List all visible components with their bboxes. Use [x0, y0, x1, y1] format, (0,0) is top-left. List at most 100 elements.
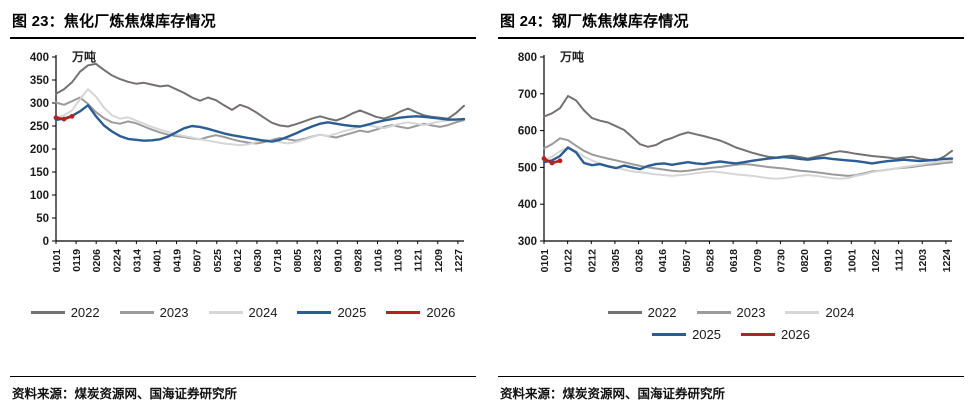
x-tick-label: 0314	[131, 249, 143, 273]
x-tick-label: 1001	[846, 249, 858, 273]
x-tick-label: 0805	[292, 249, 304, 273]
x-tick-label: 1209	[433, 249, 445, 273]
chart-title: 图 24：钢厂炼焦煤库存情况	[498, 8, 964, 39]
source-note: 资料来源：煤炭资源网、国海证券研究所	[498, 376, 964, 404]
legend-item-2025: 2025	[652, 327, 721, 342]
series-2026-marker	[53, 115, 59, 121]
x-tick-label: 0416	[657, 249, 669, 273]
series-2023-line	[55, 96, 465, 145]
legend-label: 2024	[248, 305, 278, 320]
legend-item-2026: 2026	[741, 327, 810, 342]
y-tick-label: 500	[518, 162, 537, 174]
x-tick-label: 0101	[539, 249, 551, 273]
x-tick-label: 0709	[752, 249, 764, 273]
legend-swatch	[696, 311, 731, 314]
legend-swatch	[741, 333, 775, 336]
x-tick-label: 0305	[610, 249, 622, 273]
series-2026-marker	[69, 113, 75, 119]
x-tick-label: 0718	[272, 249, 284, 273]
series-2026-marker	[61, 116, 67, 122]
legend-item-2022: 2022	[607, 305, 677, 320]
y-tick-label: 250	[30, 121, 49, 133]
legend-item-2023: 2023	[696, 305, 766, 320]
legend-swatch	[208, 311, 243, 314]
x-tick-label: 0730	[775, 249, 787, 273]
x-tick-label: 1022	[870, 249, 882, 273]
x-tick-label: 0101	[51, 249, 63, 273]
chart-panel-coking-plant: 图 23：焦化厂炼焦煤库存情况 0 50 100 150 200 250 300 350 400…	[10, 8, 476, 404]
legend-label: 2022	[647, 305, 677, 320]
unit-label: 万吨	[559, 49, 584, 64]
y-tick-label: 0	[43, 236, 49, 248]
x-tick-label: 1112	[894, 249, 906, 271]
series-2022-line	[55, 62, 465, 128]
legend-swatch	[785, 311, 820, 314]
legend-swatch	[297, 311, 332, 314]
legend-label: 2026	[781, 327, 810, 342]
legend-swatch	[30, 311, 65, 314]
y-tick-label: 300	[30, 98, 49, 110]
legend: 2022 2023 2024 2025 2026	[581, 305, 881, 342]
x-tick-label: 0910	[823, 249, 835, 273]
x-tick-label: 1121	[413, 249, 425, 272]
y-tick-label: 700	[518, 89, 537, 101]
x-tick-label: 0507	[192, 249, 204, 273]
x-tick-label: 0618	[728, 249, 740, 273]
y-tick-label: 350	[30, 75, 49, 87]
x-tick-label: 1203	[917, 249, 929, 273]
legend-item-2023: 2023	[119, 305, 189, 320]
x-tick-label: 0122	[563, 249, 575, 273]
legend-swatch	[652, 333, 687, 336]
x-tick-label: 0507	[681, 249, 693, 273]
x-tick-label: 1016	[373, 249, 385, 273]
line-chart-steel-plant: 300 400 500 600 700 800 万吨 0101 0122 0212 0305 0326…	[518, 49, 954, 273]
y-tick-label: 100	[30, 190, 49, 202]
legend-item-2025: 2025	[297, 305, 366, 320]
x-tick-label: 0525	[212, 249, 224, 273]
unit-label: 万吨	[71, 49, 96, 64]
legend-item-2022: 2022	[30, 305, 100, 320]
x-tick-label: 0823	[312, 249, 324, 273]
legend-item-2024: 2024	[785, 305, 854, 320]
y-tick-label: 600	[518, 126, 537, 138]
series-2025-line	[542, 146, 954, 171]
x-tick-label: 0326	[634, 249, 646, 273]
y-tick-label: 800	[518, 52, 537, 64]
legend-label: 2022	[70, 305, 100, 320]
legend-label: 2024	[825, 305, 855, 320]
legend-label: 2023	[159, 305, 189, 320]
legend-swatch	[119, 311, 154, 314]
chart-title: 图 23：焦化厂炼焦煤库存情况	[10, 8, 476, 39]
legend-label: 2026	[426, 305, 456, 320]
x-tick-label: 0528	[704, 249, 716, 273]
x-tick-label: 0928	[352, 249, 364, 273]
legend: 2022 2023 2024 2025 2026	[10, 305, 476, 320]
y-tick-label: 200	[30, 144, 49, 156]
series-2022-line	[543, 95, 953, 162]
x-tick-label: 1224	[941, 249, 953, 273]
chart-panel-steel-plant: 图 24：钢厂炼焦煤库存情况 300 400 500 600 700 800 万吨 0101 0…	[498, 8, 964, 404]
x-tick-label: 0419	[172, 249, 184, 273]
x-tick-label: 1103	[393, 249, 405, 272]
x-tick-label: 0612	[232, 249, 244, 273]
line-chart-coking-plant: 0 50 100 150 200 250 300 350 400 万吨 0101 0119 0206 02…	[30, 49, 466, 273]
x-tick-label: 0401	[151, 249, 163, 273]
y-tick-label: 400	[30, 52, 49, 64]
x-tick-label: 0910	[332, 249, 344, 273]
series-2026-marker	[557, 158, 563, 164]
legend-label: 2025	[692, 327, 721, 342]
x-tick-label: 0630	[252, 249, 264, 273]
y-tick-label: 400	[518, 199, 537, 211]
x-tick-label: 1227	[453, 249, 465, 273]
legend-swatch	[386, 311, 421, 314]
series-2025-line	[54, 104, 466, 143]
legend-label: 2023	[736, 305, 766, 320]
x-tick-label: 0212	[586, 249, 598, 273]
series-2026-marker	[549, 160, 555, 166]
legend-item-2024: 2024	[208, 305, 278, 320]
series-2026-marker	[541, 156, 547, 161]
legend-swatch	[607, 311, 642, 314]
legend-label: 2025	[337, 305, 367, 320]
x-tick-label: 0206	[91, 249, 103, 273]
